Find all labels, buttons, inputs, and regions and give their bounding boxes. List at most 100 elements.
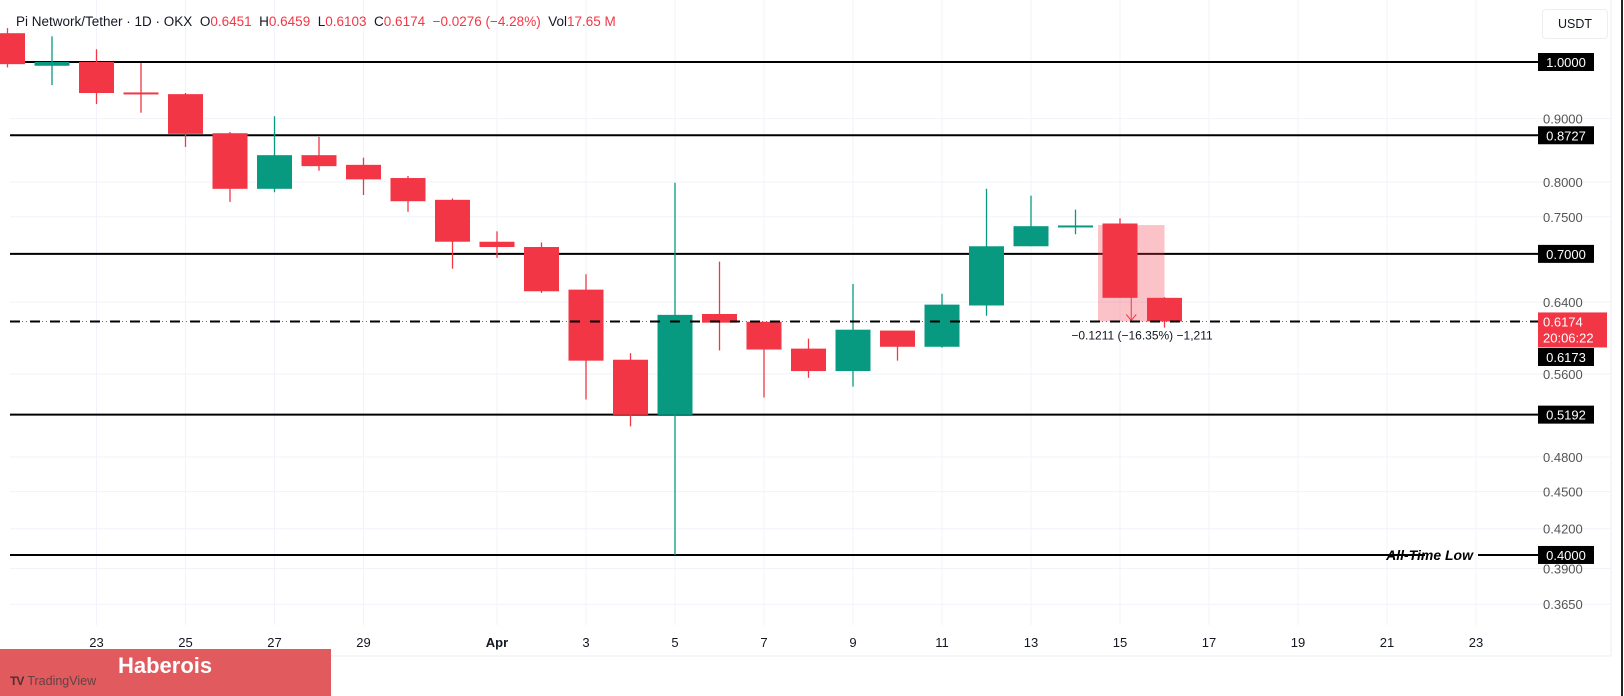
low-value: 0.6103 — [325, 14, 367, 29]
candle-body — [79, 62, 114, 94]
high-label: H — [259, 14, 269, 29]
candle-body — [479, 241, 515, 248]
window-border — [1621, 0, 1623, 696]
candle-mar-21 — [0, 28, 25, 68]
price-tick-label: 0.4800 — [1543, 450, 1583, 465]
candle-mar-27 — [257, 116, 292, 193]
price-tick-label: 0.5600 — [1543, 367, 1583, 382]
candle-body — [0, 33, 25, 65]
all-time-low-annotation: All-Time Low — [1385, 547, 1474, 563]
open-value: 0.6451 — [210, 14, 252, 29]
level-price-badge — [1538, 545, 1594, 564]
time-tick-label: Apr — [486, 635, 508, 650]
watermark-title: Haberois — [118, 653, 213, 678]
candle-apr-5 — [657, 182, 693, 555]
chart-background — [0, 0, 1611, 656]
candle-body — [1102, 223, 1138, 298]
candle-apr-13 — [1013, 195, 1049, 247]
candle-mar-24 — [123, 63, 159, 113]
candle-apr-1 — [479, 231, 515, 258]
time-tick-label: 27 — [267, 635, 281, 650]
candle-body — [346, 164, 381, 180]
time-tick-label: 23 — [1469, 635, 1483, 650]
time-tick-label: 7 — [760, 635, 767, 650]
price-tick-label: 0.8000 — [1543, 175, 1583, 190]
time-tick-label: 19 — [1291, 635, 1305, 650]
candle-body — [1013, 226, 1049, 247]
measure-arrowhead-icon — [1125, 314, 1137, 322]
time-tick-label: 25 — [178, 635, 192, 650]
candle-body — [568, 289, 604, 361]
marker-price-badge — [1538, 348, 1594, 366]
high-value: 0.6459 — [268, 14, 311, 29]
change-value: −0.0276 (−4.28%) — [432, 14, 541, 29]
price-tick-label: 0.7500 — [1543, 210, 1583, 225]
candle-body — [702, 314, 737, 323]
last-price-badge — [1538, 312, 1607, 348]
candle-body — [613, 359, 648, 415]
time-tick-label: 9 — [849, 635, 856, 650]
candles — [0, 28, 1182, 555]
candle-mar-23 — [79, 49, 114, 104]
candle-apr-7 — [746, 321, 782, 398]
time-tick-label: 5 — [671, 635, 678, 650]
price-tick-label: 0.4500 — [1543, 485, 1583, 500]
candle-apr-3 — [568, 274, 604, 400]
measure-label: −0.1211 (−16.35%) −1,211 — [1071, 328, 1213, 342]
candle-apr-9 — [835, 283, 871, 387]
level-price-label: 0.7000 — [1546, 247, 1586, 262]
candle-body — [212, 133, 248, 189]
symbol-title[interactable]: Pi Network/Tether · 1D · OKX — [16, 14, 193, 29]
volume-value: 17.65 M — [567, 14, 616, 29]
symbol-legend: Pi Network/Tether · 1D · OKX O0.6451 H0.… — [16, 14, 616, 29]
level-price-label: 0.8727 — [1546, 128, 1586, 143]
candle-apr-14 — [1058, 209, 1093, 235]
candle-body — [746, 321, 782, 350]
time-tick-label: 21 — [1380, 635, 1394, 650]
candle-apr-10 — [880, 330, 915, 361]
level-price-badge — [1538, 405, 1594, 424]
candle-body — [524, 247, 559, 292]
price-tick-label: 0.3900 — [1543, 562, 1583, 577]
time-tick-label: 13 — [1024, 635, 1038, 650]
price-tick-label: 0.3650 — [1543, 597, 1583, 612]
candle-apr-4 — [613, 353, 648, 427]
low-label: L — [317, 14, 326, 29]
candle-mar-22 — [34, 36, 70, 86]
level-price-badge — [1538, 126, 1594, 145]
candle-mar-29 — [346, 157, 381, 195]
candle-body — [123, 92, 159, 95]
candle-body — [657, 314, 693, 415]
candle-apr-2 — [524, 242, 559, 293]
level-price-label: 0.4000 — [1546, 548, 1586, 563]
candle-body — [435, 199, 470, 242]
time-tick-label: 11 — [935, 635, 949, 650]
tradingview-brand[interactable]: TV TradingView — [10, 674, 96, 688]
candle-body — [924, 304, 960, 347]
watermark-banner: Haberois TV TradingView — [0, 649, 331, 696]
candle-body — [34, 62, 70, 66]
candle-body — [969, 246, 1004, 306]
candle-mar-28 — [301, 136, 337, 171]
close-value: 0.6174 — [383, 14, 426, 29]
price-axis[interactable]: 0.9000 0.8000 0.7500 0.6400 0.5600 0.4800 0.45… — [1538, 53, 1607, 612]
time-tick-label: 29 — [356, 635, 370, 650]
price-tick-label: 0.6400 — [1543, 295, 1583, 310]
time-tick-label: 23 — [89, 635, 103, 650]
candle-body — [880, 330, 915, 347]
price-tick-label: 0.9000 — [1543, 112, 1583, 127]
candle-body — [1058, 225, 1093, 228]
price-tick-label: 0.4200 — [1543, 522, 1583, 537]
currency-button[interactable]: USDT — [1542, 9, 1608, 39]
open-label: O — [199, 14, 211, 29]
candle-body — [390, 178, 426, 202]
candle-body — [835, 329, 871, 372]
volume-label: Vol — [548, 14, 567, 29]
time-axis[interactable]: 23 25 27 29 Apr 3 5 7 9 11 13 15 17 19 21 23 — [89, 635, 1483, 650]
candle-mar-30 — [390, 176, 426, 212]
candle-apr-6 — [702, 261, 737, 351]
time-tick-label: 17 — [1202, 635, 1216, 650]
candle-body — [791, 348, 826, 372]
last-price-label: 0.6174 — [1543, 314, 1583, 329]
